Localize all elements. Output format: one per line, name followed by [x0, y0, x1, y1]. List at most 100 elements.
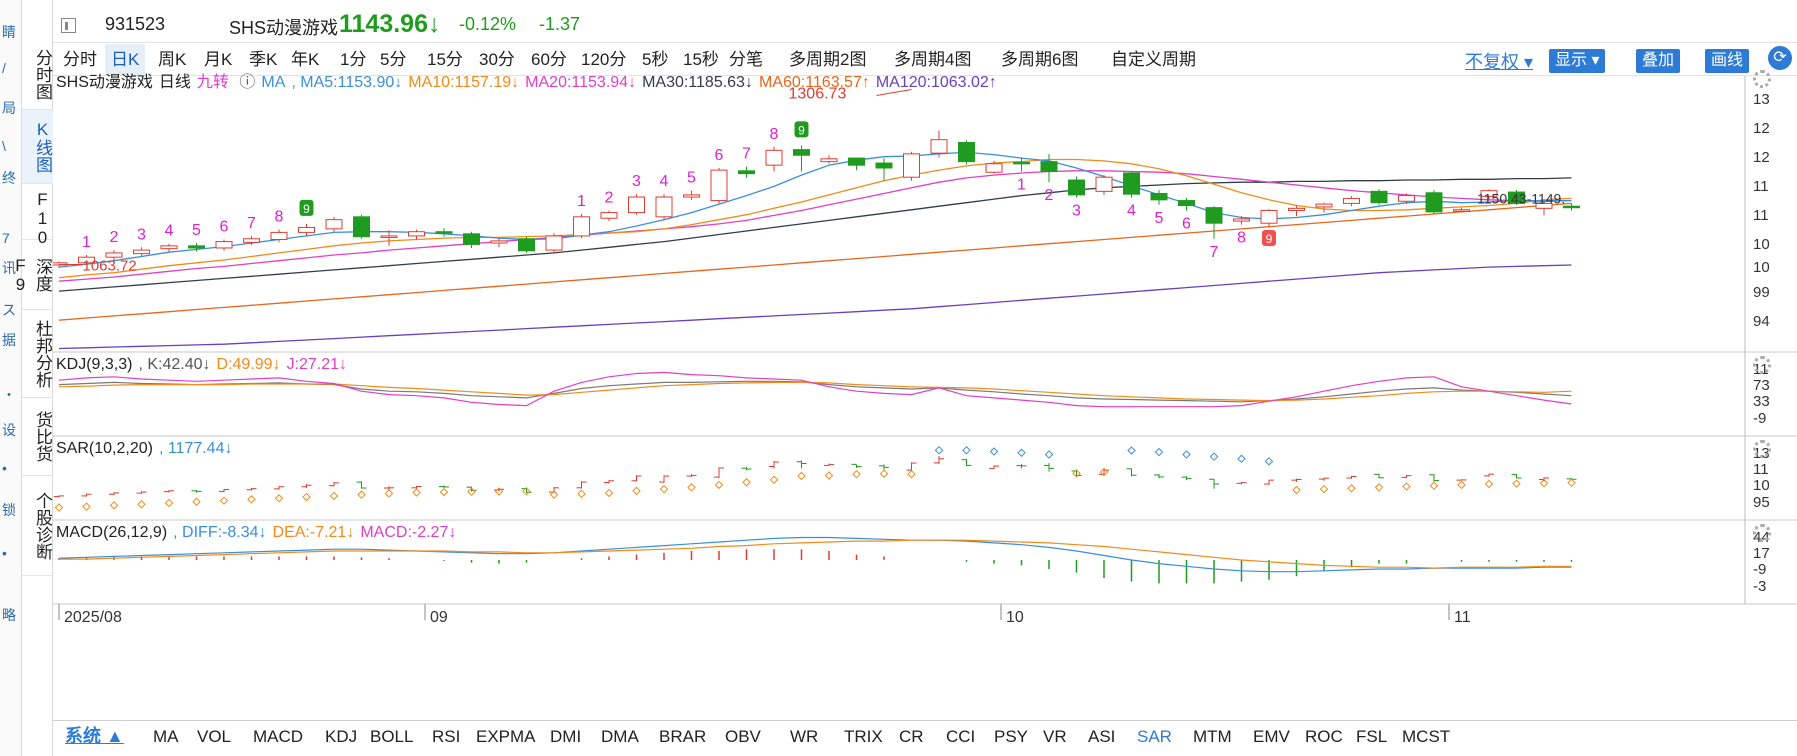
- edge-fragment: \: [2, 138, 6, 154]
- indicator-tab[interactable]: OBV: [725, 727, 761, 746]
- indicator-tab[interactable]: TRIX: [844, 727, 883, 746]
- sar-point: [302, 492, 311, 502]
- period-tab[interactable]: 多周期6图: [1001, 50, 1079, 69]
- indicator-tab[interactable]: VR: [1043, 727, 1067, 746]
- indicator-tab[interactable]: FSL: [1356, 727, 1388, 746]
- legend-item: MA10:1157.19↓: [408, 74, 520, 91]
- edge-fragment: 局: [2, 100, 16, 116]
- candle-body: [765, 149, 783, 166]
- sar-axis-tick: 11: [1753, 461, 1769, 478]
- indicator-tab[interactable]: WR: [790, 727, 819, 746]
- macd-axis-tick: -3: [1753, 578, 1766, 595]
- settings-gear-icon[interactable]: [1753, 356, 1771, 374]
- indicator-tab[interactable]: MCST: [1402, 727, 1451, 746]
- indicator-tab[interactable]: BOLL: [370, 727, 414, 746]
- nine-turn-number: 5: [1155, 210, 1164, 227]
- indicator-tab[interactable]: BRAR: [659, 727, 707, 746]
- indicator-tab[interactable]: DMI: [550, 727, 582, 746]
- show-button[interactable]: 显示 ▾: [1549, 49, 1606, 73]
- period-tab[interactable]: 分时: [63, 50, 97, 69]
- adjust-dropdown[interactable]: 不复权 ▾: [1465, 52, 1534, 72]
- legend-item: MA120:1063.02↑: [875, 74, 997, 91]
- indicator-tab[interactable]: CCI: [946, 727, 976, 746]
- edge-fragment: 据: [2, 332, 16, 348]
- candle-body: [1013, 161, 1030, 165]
- nine-turn-number: 9: [303, 202, 310, 216]
- indicator-tab[interactable]: SAR: [1137, 727, 1172, 746]
- candle-body: [1425, 192, 1443, 213]
- period-tab[interactable]: 日K: [105, 44, 146, 75]
- period-tab[interactable]: 5秒: [642, 50, 669, 69]
- candle-body: [1315, 203, 1333, 208]
- sidebar-item[interactable]: 个股诊断: [22, 476, 53, 576]
- sar-point: [1099, 467, 1109, 477]
- sidebar-item[interactable]: F10: [22, 184, 53, 247]
- indicator-tab[interactable]: EMV: [1253, 727, 1290, 746]
- period-tab[interactable]: 分笔: [729, 50, 763, 69]
- period-tab[interactable]: 多周期2图: [789, 50, 867, 69]
- window-icon[interactable]: [61, 18, 76, 33]
- period-tab[interactable]: 周K: [158, 50, 187, 69]
- sar-point: [962, 445, 971, 455]
- edge-fragment: 略: [2, 607, 16, 623]
- candle-body: [1068, 179, 1085, 196]
- period-tab[interactable]: 60分: [531, 50, 567, 69]
- sar-point: [82, 502, 91, 511]
- settings-gear-icon[interactable]: [1753, 70, 1771, 88]
- legend-item: , K:42.40↓: [138, 356, 211, 373]
- candle-body: [1233, 218, 1250, 222]
- main-axis-tick: 12: [1753, 149, 1770, 166]
- sidebar-item[interactable]: 杜邦分析: [22, 310, 53, 398]
- refresh-icon[interactable]: ⟳: [1768, 46, 1792, 70]
- period-tab[interactable]: 季K: [249, 50, 278, 69]
- edge-fragment: 睛: [2, 24, 16, 40]
- nine-turn-number: 4: [165, 223, 174, 240]
- candle-body: [655, 196, 673, 218]
- indicator-tab[interactable]: MA: [153, 727, 179, 746]
- sidebar-item[interactable]: 货比货: [22, 398, 53, 476]
- period-tab[interactable]: 120分: [581, 50, 627, 69]
- draw-button[interactable]: 画线: [1705, 49, 1750, 73]
- period-tab[interactable]: 年K: [291, 50, 320, 69]
- settings-gear-icon[interactable]: [1753, 524, 1771, 542]
- indicator-tab[interactable]: MTM: [1193, 727, 1232, 746]
- period-tab[interactable]: 月K: [204, 50, 233, 69]
- indicator-tab[interactable]: 系统 ▲: [65, 726, 124, 746]
- settings-gear-icon[interactable]: [1753, 440, 1771, 458]
- indicator-tab[interactable]: CR: [899, 727, 924, 746]
- indicator-tab[interactable]: DMA: [601, 727, 639, 746]
- indicator-tab[interactable]: KDJ: [325, 727, 358, 746]
- indicator-tab[interactable]: MACD: [253, 727, 304, 746]
- sar-point: [1154, 447, 1164, 457]
- candle-body: [1508, 191, 1525, 204]
- candle-body: [600, 212, 618, 219]
- period-tab[interactable]: 1分: [340, 50, 367, 69]
- indicator-tab[interactable]: PSY: [994, 727, 1029, 746]
- indicator-tab[interactable]: RSI: [432, 727, 461, 746]
- candle-body: [1563, 205, 1580, 209]
- nine-turn-number: 6: [715, 147, 724, 164]
- sar-point: [1182, 450, 1191, 459]
- indicator-tab[interactable]: ASI: [1088, 727, 1116, 746]
- candle-body: [1260, 209, 1278, 224]
- period-tab[interactable]: 15秒: [683, 50, 719, 69]
- period-tab[interactable]: 5分: [380, 50, 407, 69]
- indicator-tab[interactable]: EXPMA: [476, 727, 536, 746]
- legend-item: SHS动漫游戏: [56, 74, 153, 91]
- indicator-tab[interactable]: VOL: [197, 727, 232, 746]
- period-tabs: 分时 日K 周K 月K 季K 年K 1分 5分 15分 30分 60分 120分 5秒 15秒 分笔 多周期2…: [53, 44, 1797, 76]
- candle-body: [518, 238, 535, 252]
- indicator-tab[interactable]: ROC: [1305, 727, 1343, 746]
- period-tab[interactable]: 自定义周期: [1111, 50, 1196, 69]
- sidebar-item[interactable]: K线图: [22, 110, 53, 184]
- edge-fragment: •: [2, 460, 7, 476]
- candle-body: [930, 139, 948, 154]
- overlay-button[interactable]: 叠加: [1636, 49, 1681, 73]
- period-tab[interactable]: 30分: [479, 50, 515, 69]
- sidebar-item[interactable]: 分时图: [22, 40, 53, 110]
- sar-point: [274, 494, 284, 503]
- period-tab[interactable]: 多周期4图: [894, 50, 972, 69]
- sidebar-item[interactable]: 深度F9: [11, 240, 53, 310]
- period-tab[interactable]: 15分: [427, 50, 463, 69]
